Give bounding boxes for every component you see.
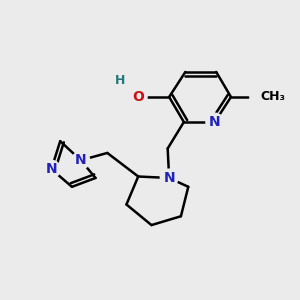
Circle shape [250,87,271,107]
Circle shape [43,160,60,178]
Circle shape [129,88,147,106]
Text: N: N [46,162,57,176]
Text: O: O [132,90,144,104]
Text: N: N [75,153,87,167]
Text: CH₃: CH₃ [260,91,285,103]
Text: N: N [209,115,220,129]
Circle shape [160,169,178,187]
Text: H: H [116,74,126,87]
Circle shape [206,113,224,131]
Circle shape [113,74,128,88]
Text: N: N [163,171,175,185]
Circle shape [72,152,90,169]
